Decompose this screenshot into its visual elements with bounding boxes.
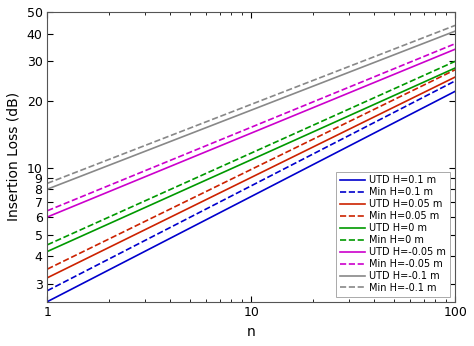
UTD H=-0.05 m bbox=[117, 185, 122, 189]
UTD H=0.1 m bbox=[45, 300, 50, 304]
Min H=0.05 m bbox=[317, 134, 322, 138]
UTD H=0.1 m bbox=[229, 204, 235, 209]
Line: Min H=-0.05 m: Min H=-0.05 m bbox=[47, 44, 455, 211]
Line: UTD H=-0.1 m: UTD H=-0.1 m bbox=[47, 31, 455, 189]
UTD H=0.05 m bbox=[117, 240, 122, 244]
Y-axis label: Insertion Loss (dB): Insertion Loss (dB) bbox=[7, 92, 21, 221]
Min H=0 m bbox=[229, 160, 235, 164]
UTD H=-0.05 m bbox=[317, 103, 322, 107]
Min H=0.1 m bbox=[285, 165, 291, 169]
Min H=-0.05 m bbox=[317, 97, 322, 101]
UTD H=0 m bbox=[117, 217, 122, 221]
Line: Min H=0.05 m: Min H=0.05 m bbox=[47, 70, 455, 269]
Min H=0 m bbox=[452, 59, 458, 63]
Min H=-0.1 m bbox=[452, 23, 458, 27]
Min H=-0.05 m bbox=[452, 42, 458, 46]
UTD H=0 m bbox=[352, 111, 357, 116]
UTD H=0.05 m bbox=[285, 157, 291, 162]
Min H=0.05 m bbox=[452, 68, 458, 72]
Min H=-0.05 m bbox=[45, 209, 50, 213]
Line: UTD H=0 m: UTD H=0 m bbox=[47, 68, 455, 252]
Min H=0.05 m bbox=[285, 149, 291, 154]
Min H=0.1 m bbox=[149, 235, 155, 239]
Min H=0.05 m bbox=[45, 267, 50, 271]
UTD H=0 m bbox=[45, 249, 50, 254]
Line: Min H=0.1 m: Min H=0.1 m bbox=[47, 81, 455, 291]
Min H=0 m bbox=[285, 135, 291, 139]
UTD H=-0.1 m bbox=[317, 82, 322, 86]
UTD H=0.1 m bbox=[317, 159, 322, 163]
Min H=0.05 m bbox=[149, 216, 155, 220]
UTD H=-0.05 m bbox=[149, 172, 155, 176]
Min H=0 m bbox=[317, 120, 322, 124]
Min H=-0.05 m bbox=[352, 83, 357, 87]
UTD H=-0.1 m bbox=[285, 94, 291, 98]
UTD H=-0.1 m bbox=[117, 159, 122, 163]
UTD H=-0.05 m bbox=[229, 139, 235, 143]
Min H=0 m bbox=[45, 243, 50, 247]
Min H=0.05 m bbox=[352, 117, 357, 121]
UTD H=0 m bbox=[229, 166, 235, 171]
Min H=-0.05 m bbox=[117, 179, 122, 183]
Min H=0.05 m bbox=[117, 232, 122, 236]
Line: UTD H=0.1 m: UTD H=0.1 m bbox=[47, 91, 455, 302]
Min H=0.1 m bbox=[452, 79, 458, 83]
UTD H=0.05 m bbox=[229, 185, 235, 189]
Min H=-0.1 m bbox=[229, 110, 235, 114]
Min H=-0.1 m bbox=[149, 140, 155, 145]
Min H=-0.05 m bbox=[229, 133, 235, 137]
Min H=0.1 m bbox=[317, 148, 322, 153]
Line: UTD H=-0.05 m: UTD H=-0.05 m bbox=[47, 49, 455, 217]
UTD H=0.1 m bbox=[117, 262, 122, 266]
UTD H=0.05 m bbox=[149, 224, 155, 228]
Min H=0.1 m bbox=[117, 252, 122, 256]
X-axis label: n: n bbox=[247, 325, 255, 339]
UTD H=0.05 m bbox=[45, 276, 50, 280]
UTD H=0.1 m bbox=[149, 246, 155, 250]
Line: Min H=0 m: Min H=0 m bbox=[47, 61, 455, 245]
Min H=-0.1 m bbox=[317, 76, 322, 80]
UTD H=-0.1 m bbox=[229, 116, 235, 120]
UTD H=-0.05 m bbox=[45, 215, 50, 219]
Min H=0 m bbox=[352, 104, 357, 109]
Legend: UTD H=0.1 m, Min H=0.1 m, UTD H=0.05 m, Min H=0.05 m, UTD H=0 m, Min H=0 m, UTD : UTD H=0.1 m, Min H=0.1 m, UTD H=0.05 m, … bbox=[337, 172, 450, 297]
UTD H=-0.05 m bbox=[352, 89, 357, 93]
UTD H=0 m bbox=[149, 202, 155, 206]
UTD H=-0.1 m bbox=[452, 29, 458, 33]
UTD H=0 m bbox=[452, 66, 458, 70]
UTD H=0.05 m bbox=[317, 142, 322, 146]
UTD H=-0.1 m bbox=[352, 68, 357, 72]
UTD H=0.1 m bbox=[285, 176, 291, 180]
Min H=0.1 m bbox=[352, 131, 357, 135]
UTD H=-0.1 m bbox=[149, 146, 155, 151]
UTD H=-0.1 m bbox=[45, 187, 50, 191]
Min H=0.1 m bbox=[229, 194, 235, 198]
Min H=0.05 m bbox=[229, 177, 235, 181]
Line: UTD H=0.05 m: UTD H=0.05 m bbox=[47, 77, 455, 278]
UTD H=0.1 m bbox=[352, 141, 357, 145]
Min H=-0.1 m bbox=[352, 62, 357, 66]
Min H=0 m bbox=[149, 195, 155, 200]
UTD H=0.05 m bbox=[452, 75, 458, 79]
Line: Min H=-0.1 m: Min H=-0.1 m bbox=[47, 25, 455, 183]
Min H=-0.1 m bbox=[285, 88, 291, 92]
Min H=-0.1 m bbox=[45, 181, 50, 185]
UTD H=0.1 m bbox=[452, 89, 458, 93]
UTD H=0.05 m bbox=[352, 125, 357, 129]
Min H=-0.1 m bbox=[117, 153, 122, 157]
UTD H=-0.05 m bbox=[452, 47, 458, 51]
Min H=-0.05 m bbox=[149, 166, 155, 170]
Min H=0 m bbox=[117, 210, 122, 215]
UTD H=0 m bbox=[285, 141, 291, 145]
Min H=-0.05 m bbox=[285, 110, 291, 115]
UTD H=-0.05 m bbox=[285, 116, 291, 120]
Min H=0.1 m bbox=[45, 289, 50, 293]
UTD H=0 m bbox=[317, 127, 322, 131]
